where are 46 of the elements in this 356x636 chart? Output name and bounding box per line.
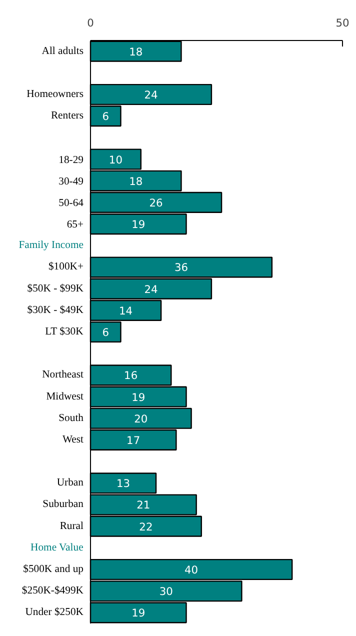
y-tick-label: $250K-$499K [22, 586, 84, 597]
y-tick-label: $500K and up [23, 564, 84, 576]
data-label: 36 [174, 261, 188, 274]
y-tick-label: Renters [50, 110, 84, 122]
data-label: 24 [144, 88, 158, 102]
y-tick-label: 30-49 [58, 176, 84, 188]
y-tick-label: $30K - $49K [27, 304, 84, 316]
y-tick-label: $100K+ [48, 262, 84, 273]
data-label: 16 [124, 369, 138, 382]
data-label: 26 [149, 196, 164, 210]
x-tick-label: 0 [87, 16, 94, 30]
y-tick-label: $50K - $99K [27, 283, 84, 294]
y-tick-label: 50-64 [58, 198, 84, 209]
y-tick-label: Home Value [30, 542, 84, 554]
data-label: 30 [159, 585, 174, 598]
y-tick-label: Family Income [18, 240, 84, 252]
data-label: 40 [184, 564, 198, 577]
data-label: 6 [102, 110, 110, 124]
data-label: 19 [132, 218, 146, 232]
y-tick-label: LT $30K [45, 326, 84, 338]
data-label: 20 [134, 412, 148, 426]
y-tick-label: Urban [56, 478, 84, 489]
y-tick-label: 65+ [66, 220, 84, 231]
data-label: 17 [126, 434, 140, 447]
y-tick-label: Under $250K [25, 607, 84, 618]
y-tick-label: West [62, 434, 84, 446]
y-tick-label: Rural [60, 520, 84, 532]
data-label: 18 [129, 45, 143, 58]
y-tick-label: Northeast [42, 370, 84, 381]
data-label: 14 [119, 304, 133, 318]
y-tick-label: Midwest [46, 391, 84, 402]
y-tick-label: 18-29 [58, 154, 84, 166]
data-label: 6 [102, 326, 110, 339]
data-label: 19 [132, 390, 146, 404]
y-tick-label: South [58, 412, 84, 424]
data-label: 22 [139, 520, 153, 534]
data-label: 24 [144, 282, 158, 296]
y-tick-label: Homeowners [26, 88, 84, 100]
data-label: 21 [136, 498, 150, 512]
y-tick-label: Suburban [42, 499, 84, 510]
y-tick-label: All adults [42, 46, 84, 57]
data-label: 10 [108, 153, 123, 166]
data-label: 18 [129, 174, 143, 188]
data-label: 13 [116, 477, 130, 490]
x-tick-label: 50 [336, 16, 350, 30]
data-label: 19 [132, 606, 146, 620]
